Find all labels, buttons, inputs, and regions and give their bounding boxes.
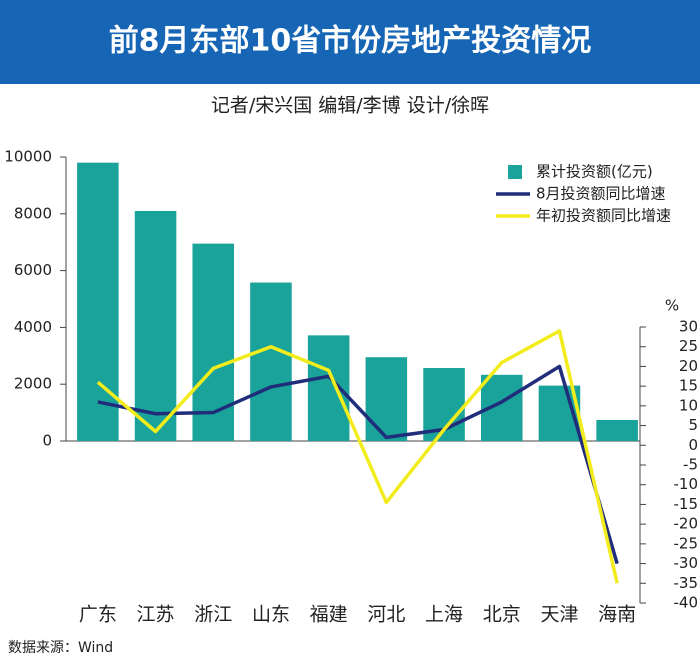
x-tick-label: 天津: [540, 604, 578, 626]
x-tick-label: 山东: [252, 604, 290, 626]
x-tick-label: 福建: [310, 604, 348, 626]
bar: [134, 210, 177, 441]
bar: [596, 419, 638, 441]
line: [97, 364, 619, 565]
legend-swatch: [508, 165, 522, 179]
legend-label: 累计投资额(亿元): [536, 163, 653, 181]
y2-tick-label: 10: [679, 396, 698, 414]
bar: [77, 162, 119, 441]
bar: [365, 357, 408, 441]
line: [96, 329, 619, 584]
chart-title: 前8月东部10省市份房地产投资情况: [109, 24, 592, 59]
y2-tick-label: 5: [688, 416, 698, 434]
y2-tick-label: -20: [674, 515, 699, 533]
x-tick-label: 江苏: [137, 604, 175, 626]
x-tick-label: 海南: [598, 604, 636, 626]
bar: [250, 282, 292, 441]
header-bar: [0, 0, 700, 84]
y2-tick-label: -35: [674, 574, 699, 592]
y-tick-label: 4000: [14, 318, 52, 336]
y-tick-label: 6000: [14, 261, 52, 279]
y2-tick-label: -40: [674, 594, 699, 612]
y2-tick-label: -10: [674, 475, 699, 493]
x-tick-label: 浙江: [194, 604, 232, 626]
y2-tick-label: -25: [674, 534, 699, 552]
y2-tick-label: 25: [679, 337, 698, 355]
source: 数据来源：Wind: [8, 640, 113, 656]
y-tick-label: 8000: [14, 204, 52, 222]
y2-axis-label: %: [665, 297, 679, 315]
x-tick-label: 河北: [367, 604, 405, 626]
subtitle: 记者/宋兴国 编辑/李博 设计/徐晖: [211, 95, 489, 117]
y-tick-label: 2000: [14, 375, 52, 393]
y2-tick-label: -5: [683, 456, 698, 474]
x-tick-label: 广东: [79, 604, 117, 626]
y-tick-label: 10000: [4, 148, 52, 166]
y2-tick-label: 30: [679, 318, 698, 336]
y-tick-label: 0: [42, 432, 52, 450]
y2-tick-label: 20: [679, 357, 698, 375]
y2-tick-label: -30: [674, 554, 699, 572]
bar: [307, 335, 350, 441]
x-tick-label: 北京: [483, 604, 521, 626]
legend-label: 8月投资额同比增速: [536, 185, 666, 203]
y2-tick-label: 15: [679, 377, 698, 395]
y2-tick-label: 0: [688, 436, 698, 454]
y2-tick-label: -15: [674, 495, 699, 513]
legend-label: 年初投资额同比增速: [536, 207, 671, 225]
x-tick-label: 上海: [425, 604, 463, 626]
